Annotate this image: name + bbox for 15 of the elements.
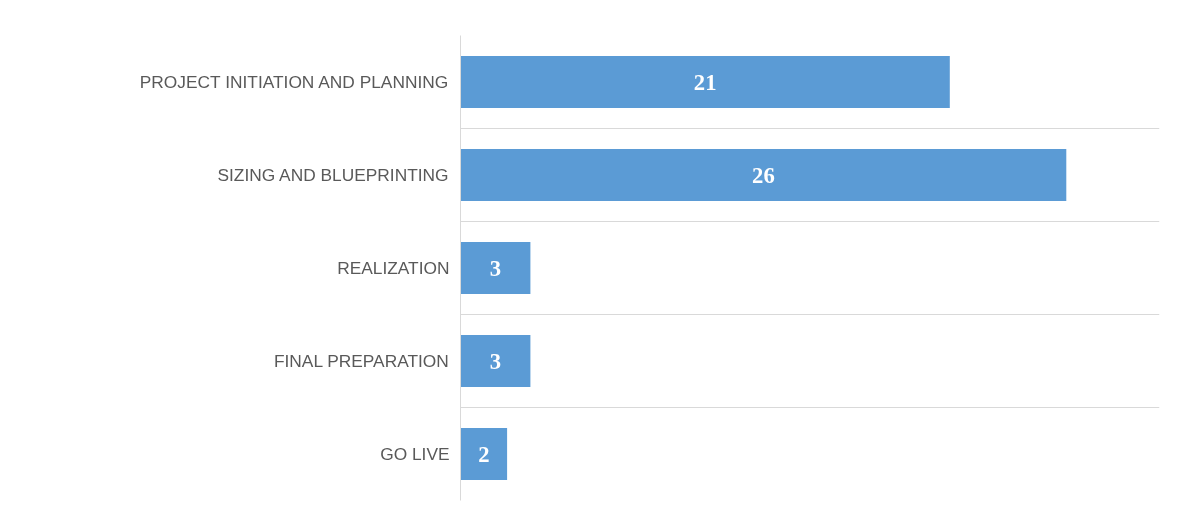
- bar: [460, 427, 508, 481]
- data-label: 26: [752, 162, 775, 188]
- data-label: 21: [693, 69, 717, 95]
- bar: [460, 55, 950, 109]
- data-label: 3: [489, 255, 502, 281]
- bar: [460, 334, 531, 388]
- bar: [460, 241, 531, 295]
- y-tick-label: REALIZATION: [337, 258, 450, 278]
- data-label: 2: [478, 441, 490, 467]
- data-label: 3: [489, 348, 502, 374]
- y-tick-label: SIZING AND BLUEPRINTING: [217, 165, 449, 185]
- y-tick-label: FINAL PREPARATION: [273, 351, 449, 371]
- y-tick-label: PROJECT INITIATION AND PLANNING: [139, 72, 449, 92]
- bar: [460, 148, 1067, 202]
- y-tick-label: GO LIVE: [380, 444, 450, 464]
